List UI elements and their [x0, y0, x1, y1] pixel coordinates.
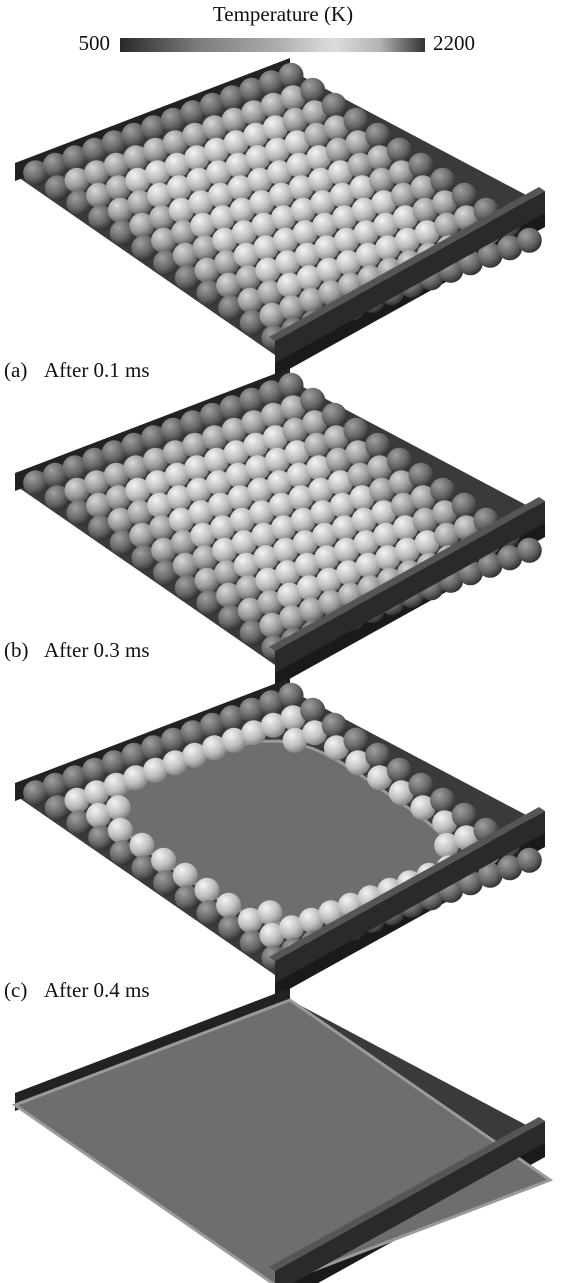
- particle: [387, 448, 412, 473]
- particle: [409, 463, 434, 488]
- panel-caption: After 0.3 ms: [44, 638, 150, 662]
- panel-label: (a): [4, 358, 27, 382]
- particle: [173, 863, 198, 888]
- panel: (b) After 0.3 ms: [4, 368, 545, 687]
- particle: [387, 138, 412, 163]
- particle: [409, 773, 434, 798]
- particle: [279, 373, 304, 398]
- particle: [106, 795, 131, 820]
- particle: [322, 403, 347, 428]
- panel-caption: After 0.1 ms: [44, 358, 150, 382]
- particle: [430, 478, 455, 503]
- particle: [279, 63, 304, 88]
- panel-label: (b): [4, 638, 29, 662]
- particle: [430, 168, 455, 193]
- colorbar-min: 500: [79, 31, 111, 55]
- particle: [216, 893, 241, 918]
- particle: [387, 758, 412, 783]
- particle: [300, 388, 325, 413]
- particle: [409, 153, 434, 178]
- panel-label: (c): [4, 978, 27, 1002]
- figure: Temperature (K) 500 2200 (a) After 0.1 ms…: [0, 0, 569, 1283]
- particle: [452, 183, 477, 208]
- particle: [322, 93, 347, 118]
- colorbar-title: Temperature (K): [213, 2, 353, 26]
- particle: [517, 848, 542, 873]
- particle: [130, 833, 155, 858]
- panel: (c) After 0.4 ms: [4, 678, 545, 1002]
- colorbar-max: 2200: [433, 31, 475, 55]
- particle: [365, 743, 390, 768]
- particle: [365, 433, 390, 458]
- colorbar: Temperature (K) 500 2200: [79, 2, 476, 55]
- panel: (d)After 1 ms: [4, 988, 550, 1283]
- particle: [195, 878, 220, 903]
- particle: [108, 818, 133, 843]
- particle: [430, 788, 455, 813]
- page: Temperature (K) 500 2200 (a) After 0.1 ms…: [0, 0, 569, 1283]
- particle: [517, 538, 542, 563]
- particle: [344, 108, 369, 133]
- particle: [300, 78, 325, 103]
- particle: [300, 698, 325, 723]
- particle: [344, 728, 369, 753]
- particle: [344, 418, 369, 443]
- particle: [279, 683, 304, 708]
- particle: [452, 803, 477, 828]
- panel-caption: After 0.4 ms: [44, 978, 150, 1002]
- colorbar-scale: [120, 38, 425, 52]
- panels: (a) After 0.1 ms (b) After 0.3 ms (c) After 0…: [4, 58, 550, 1283]
- melt-pool: [15, 1000, 550, 1283]
- particle: [257, 900, 282, 925]
- particle: [151, 848, 176, 873]
- panel: (a) After 0.1 ms: [4, 58, 545, 382]
- particle: [452, 493, 477, 518]
- particle: [365, 123, 390, 148]
- particle: [322, 713, 347, 738]
- particle: [517, 228, 542, 253]
